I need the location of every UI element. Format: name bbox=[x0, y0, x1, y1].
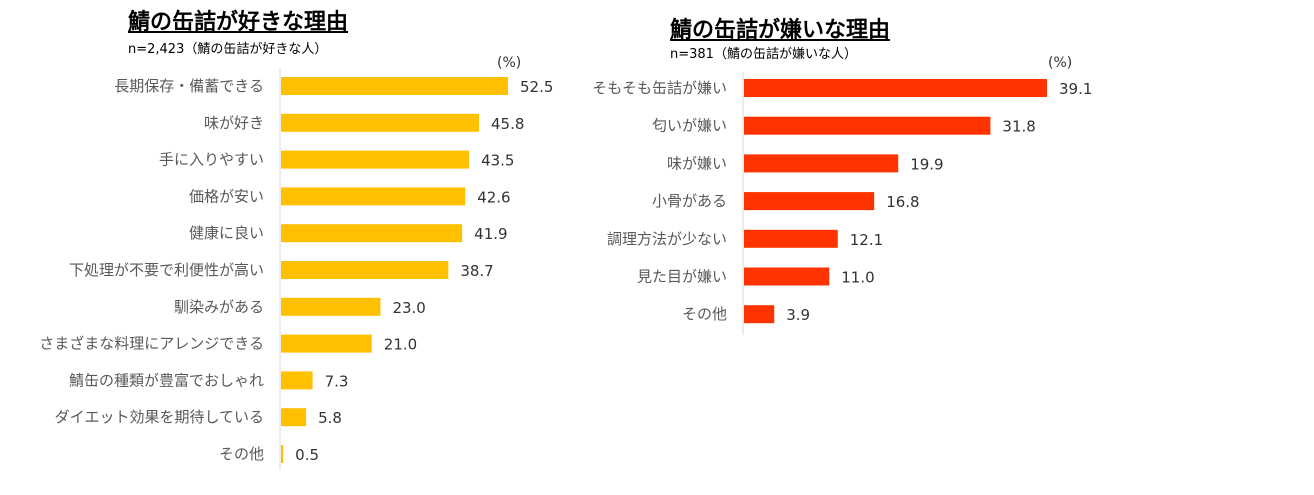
left-category-label: 健康に良い bbox=[189, 224, 264, 242]
left-bar bbox=[281, 445, 284, 463]
right-bar bbox=[744, 192, 875, 211]
left-value-label: 42.6 bbox=[477, 188, 510, 206]
left-category-label: その他 bbox=[219, 445, 264, 463]
left-value-label: 41.9 bbox=[474, 225, 507, 243]
left-bar bbox=[281, 150, 470, 169]
left-value-label: 21.0 bbox=[384, 336, 417, 354]
left-category-label: 長期保存・備蓄できる bbox=[114, 77, 264, 95]
right-value-label: 39.1 bbox=[1059, 80, 1092, 98]
right-bar bbox=[744, 305, 775, 324]
right-value-label: 11.0 bbox=[841, 269, 874, 287]
left-unit-label: (%) bbox=[497, 55, 521, 71]
right-unit-label: (%) bbox=[1048, 55, 1072, 71]
left-bar bbox=[281, 224, 463, 243]
left-bar bbox=[281, 297, 381, 316]
left-category-label: 下処理が不要で利便性が高い bbox=[69, 261, 264, 279]
left-value-label: 5.8 bbox=[318, 409, 342, 427]
left-category-label: 鯖缶の種類が豊富でおしゃれ bbox=[69, 371, 264, 389]
right-category-label: 調理方法が少ない bbox=[607, 230, 727, 248]
right-chart-subtitle: n=381（鯖の缶詰が嫌いな人） bbox=[670, 47, 857, 62]
left-category-label: 価格が安い bbox=[189, 187, 264, 205]
left-value-label: 43.5 bbox=[481, 152, 514, 170]
right-value-label: 19.9 bbox=[910, 155, 943, 173]
right-value-label: 31.8 bbox=[1002, 118, 1035, 136]
left-bar bbox=[281, 113, 480, 132]
left-category-label: ダイエット効果を期待している bbox=[55, 408, 264, 426]
left-value-label: 0.5 bbox=[295, 446, 319, 464]
right-category-label: 見た目が嫌い bbox=[637, 268, 727, 286]
right-bar bbox=[744, 229, 838, 248]
left-chart-title: 鯖の缶詰が好きな理由 bbox=[128, 10, 349, 35]
left-value-label: 45.8 bbox=[491, 115, 524, 133]
right-bar bbox=[744, 79, 1047, 97]
left-category-label: 手に入りやすい bbox=[159, 151, 264, 169]
right-category-label: そもそも缶詰が嫌い bbox=[592, 79, 727, 97]
left-value-label: 52.5 bbox=[520, 78, 553, 96]
left-bar bbox=[281, 261, 449, 279]
right-chart-title: 鯖の缶詰が嫌いな理由 bbox=[670, 18, 891, 43]
left-bar bbox=[281, 77, 508, 95]
right-value-label: 3.9 bbox=[786, 306, 810, 324]
left-category-label: 馴染みがある bbox=[174, 298, 264, 316]
left-category-label: 味が好き bbox=[204, 114, 264, 132]
left-value-label: 23.0 bbox=[392, 299, 425, 317]
left-bar bbox=[281, 371, 313, 390]
right-category-label: 味が嫌い bbox=[667, 154, 727, 172]
left-bar bbox=[281, 187, 466, 206]
left-category-label: さまざまな料理にアレンジできる bbox=[39, 335, 264, 353]
right-category-label: 匂いが嫌い bbox=[652, 117, 727, 135]
left-bar bbox=[281, 408, 307, 427]
right-value-label: 12.1 bbox=[850, 231, 883, 249]
right-category-label: その他 bbox=[682, 305, 727, 323]
right-bar bbox=[744, 154, 899, 173]
left-bar bbox=[281, 334, 372, 353]
left-value-label: 38.7 bbox=[460, 262, 493, 280]
right-bar bbox=[744, 116, 991, 135]
right-category-label: 小骨がある bbox=[652, 192, 727, 210]
left-chart-subtitle: n=2,423（鯖の缶詰が好きな人） bbox=[128, 42, 328, 57]
right-value-label: 16.8 bbox=[886, 193, 919, 211]
right-bar bbox=[744, 267, 830, 286]
left-value-label: 7.3 bbox=[325, 372, 349, 390]
